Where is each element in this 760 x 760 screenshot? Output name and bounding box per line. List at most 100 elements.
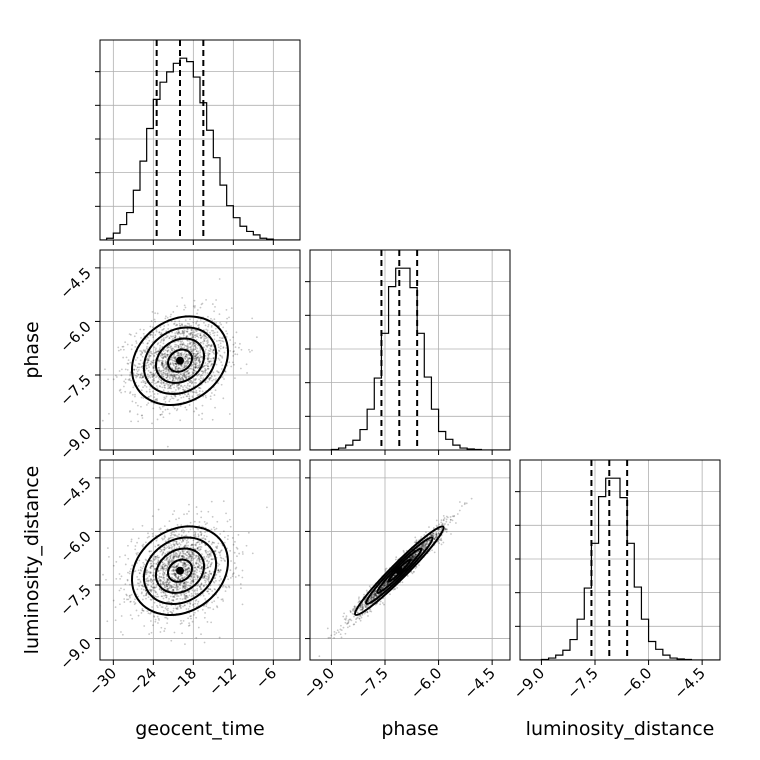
sample-point (203, 576, 206, 578)
sample-point (179, 582, 182, 585)
sample-point (198, 386, 200, 389)
sample-point (438, 532, 440, 535)
sample-point (202, 340, 204, 343)
sample-point (133, 368, 136, 371)
sample-point (195, 333, 198, 336)
sample-point (170, 584, 173, 587)
sample-point (181, 555, 183, 558)
sample-point (179, 343, 182, 346)
sample-point (173, 547, 176, 550)
sample-point (181, 368, 184, 370)
sample-point (159, 408, 162, 410)
sample-point (151, 361, 154, 364)
sample-point (207, 575, 210, 578)
sample-point (205, 396, 207, 399)
sample-point (170, 395, 173, 398)
sample-point (181, 555, 183, 558)
sample-point (182, 554, 185, 557)
sample-point (162, 389, 165, 392)
sample-point (192, 595, 195, 598)
sample-point (251, 317, 254, 320)
sample-point (167, 582, 170, 585)
sample-point (170, 547, 173, 550)
sample-point (352, 609, 354, 612)
sample-point (185, 571, 188, 574)
sample-point (161, 565, 164, 567)
sample-point (190, 617, 192, 620)
sample-point (112, 378, 115, 381)
sample-point (168, 538, 171, 540)
sample-point (167, 607, 169, 610)
sample-point (440, 528, 443, 531)
sample-point (194, 532, 197, 535)
sample-point (209, 563, 212, 566)
sample-point (188, 555, 191, 558)
sample-point (193, 331, 196, 334)
sample-point (168, 587, 171, 590)
sample-point (162, 340, 165, 342)
sample-point (169, 363, 172, 365)
sample-point (411, 558, 414, 561)
sample-point (184, 597, 187, 600)
sample-point (191, 349, 194, 352)
sample-point (228, 413, 231, 415)
sample-point (192, 573, 195, 575)
sample-point (194, 329, 197, 332)
sample-point (158, 572, 161, 575)
sample-point (185, 395, 188, 398)
sample-point (183, 324, 186, 327)
sample-point (150, 589, 153, 592)
sample-point (182, 372, 184, 375)
sample-point (374, 594, 377, 597)
sample-point (175, 556, 177, 558)
sample-point (174, 320, 176, 323)
sample-point (161, 359, 164, 362)
sample-point (132, 528, 134, 531)
sample-point (361, 604, 364, 607)
sample-point (166, 594, 168, 597)
sample-point (160, 381, 163, 383)
sample-point (177, 575, 180, 578)
sample-point (168, 337, 171, 339)
sample-point (206, 564, 209, 566)
sample-point (210, 621, 213, 624)
sample-point (149, 395, 152, 397)
sample-point (183, 384, 186, 387)
sample-point (186, 567, 188, 570)
sample-point (197, 546, 200, 549)
sample-point (374, 593, 377, 596)
sample-point (204, 350, 206, 352)
sample-point (153, 369, 156, 372)
sample-point (168, 372, 170, 374)
sample-point (194, 391, 197, 394)
sample-point (200, 336, 202, 338)
sample-point (431, 532, 434, 535)
sample-point (190, 331, 193, 334)
sample-point (141, 365, 144, 368)
sample-point (173, 574, 176, 577)
sample-point (206, 365, 209, 368)
sample-point (156, 392, 159, 395)
panel-luminosity_distance-vs-geocent_time: −30 −24 −18 −12 −6−9.0−7.5−6.0−4.5 (56, 459, 301, 699)
sample-point (167, 387, 169, 390)
sample-point (227, 578, 230, 581)
sample-point (167, 538, 170, 541)
sample-point (185, 335, 188, 338)
sample-point (189, 333, 192, 335)
sample-point (380, 587, 382, 590)
sample-point (102, 573, 104, 576)
sample-point (187, 530, 190, 533)
sample-point (163, 384, 166, 387)
sample-point (188, 397, 190, 400)
sample-point (171, 367, 174, 370)
sample-point (172, 557, 175, 560)
sample-point (178, 545, 181, 548)
sample-point (361, 613, 364, 616)
sample-point (183, 376, 186, 379)
sample-point (108, 555, 110, 558)
sample-point (223, 536, 226, 539)
sample-point (164, 540, 167, 543)
sample-point (154, 591, 157, 594)
sample-point (183, 557, 186, 559)
sample-point (219, 347, 222, 350)
